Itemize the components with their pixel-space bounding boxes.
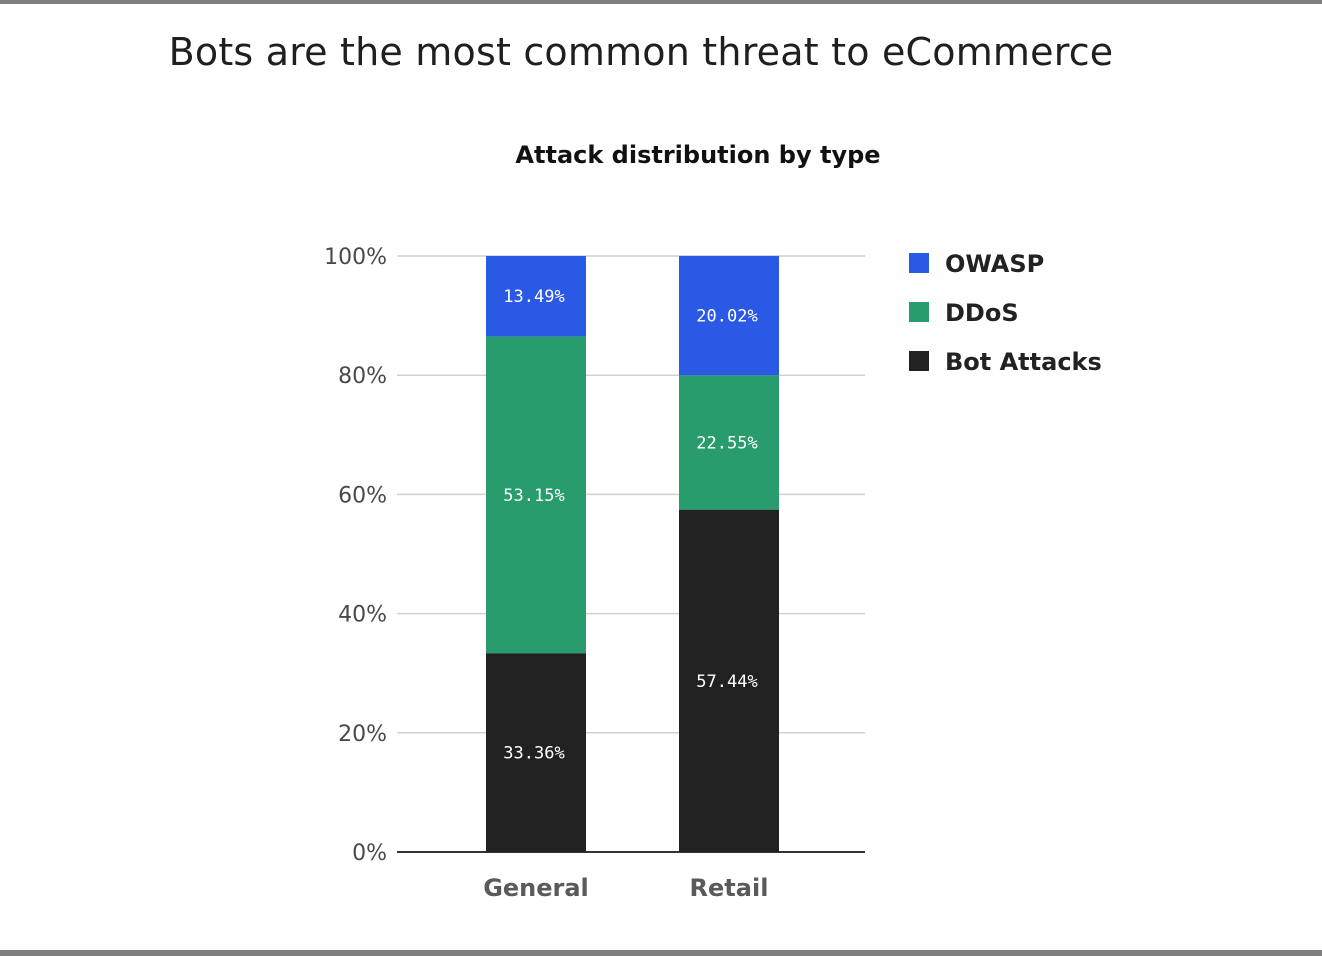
legend-label: DDoS (945, 299, 1019, 327)
chart-title: Attack distribution by type (515, 141, 880, 169)
bottom-frame-border (0, 950, 1322, 956)
y-tick-label: 100% (324, 245, 387, 270)
bar-segment-ddos (679, 375, 779, 510)
grid-lines (397, 255, 865, 853)
y-tick-label: 60% (338, 483, 387, 508)
y-tick-label: 0% (352, 841, 387, 866)
legend: OWASP DDoS Bot Attacks (909, 250, 1102, 376)
legend-label: OWASP (945, 250, 1044, 278)
x-category-label: General (483, 874, 589, 902)
data-label: 22.55% (696, 433, 757, 453)
page-headline: Bots are the most common threat to eComm… (168, 30, 1114, 74)
bar-segment-bot-attacks (486, 653, 586, 852)
legend-label: Bot Attacks (945, 348, 1102, 376)
data-label: 20.02% (696, 307, 757, 327)
data-label: 57.44% (696, 672, 757, 692)
data-label: 53.15% (503, 486, 564, 506)
top-frame-border (0, 0, 1322, 4)
bar-segment-ddos (486, 336, 586, 654)
x-category-label: Retail (690, 874, 769, 902)
data-label: 13.49% (503, 287, 564, 307)
bar-segment-owasp (679, 255, 779, 376)
y-tick-label: 80% (338, 364, 387, 389)
data-label: 33.36% (503, 744, 564, 764)
y-axis-ticks: 0% 20% 40% 60% 80% 100% (324, 245, 387, 866)
legend-swatch (909, 351, 929, 371)
bar-segment-owasp (486, 256, 586, 337)
x-axis-labels: General Retail (483, 874, 768, 902)
y-tick-label: 20% (338, 722, 387, 747)
bar-segment-bot-attacks (679, 509, 779, 852)
y-tick-label: 40% (338, 603, 387, 628)
legend-swatch (909, 302, 929, 322)
bars: 33.36% 53.15% 13.49% 57.44% 22.55% 20.02% (486, 255, 779, 852)
legend-swatch (909, 253, 929, 273)
